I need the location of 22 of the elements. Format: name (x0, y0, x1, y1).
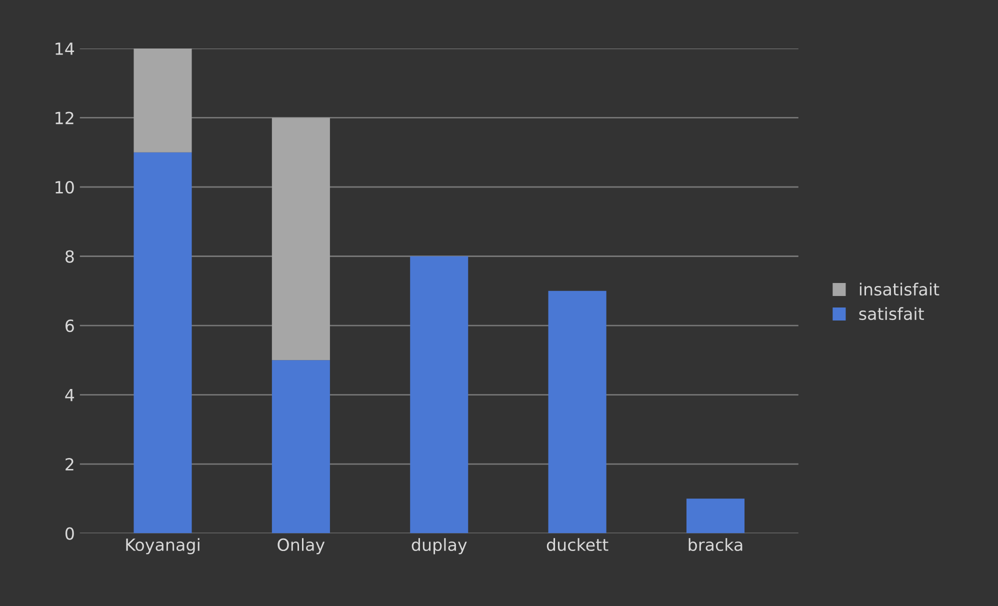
legend-label: satisfait (859, 307, 924, 320)
bar (548, 290, 606, 534)
y-tick-label: 0 (65, 527, 74, 540)
x-tick-label: Onlay (278, 538, 325, 554)
x-tick-label: bracka (688, 538, 742, 552)
bar (410, 256, 468, 534)
y-tick-label: 10 (56, 180, 74, 194)
y-tick-label: 4 (65, 388, 74, 402)
x-tick-label: duckett (546, 538, 608, 552)
y-tick-label: 2 (66, 458, 74, 470)
y-tick-label: 14 (56, 42, 74, 55)
y-tick-label: 6 (66, 319, 74, 332)
bar (686, 498, 745, 534)
y-tick-label: 8 (66, 250, 74, 263)
bar (134, 152, 192, 534)
x-tick-label: Koyanagi (126, 538, 200, 554)
x-tick-label: duplay (412, 538, 467, 554)
legend-label: insatisfait (860, 282, 940, 296)
y-tick-label: 12 (56, 112, 74, 124)
bar (272, 118, 330, 360)
bar (134, 48, 192, 152)
bar (272, 360, 330, 534)
